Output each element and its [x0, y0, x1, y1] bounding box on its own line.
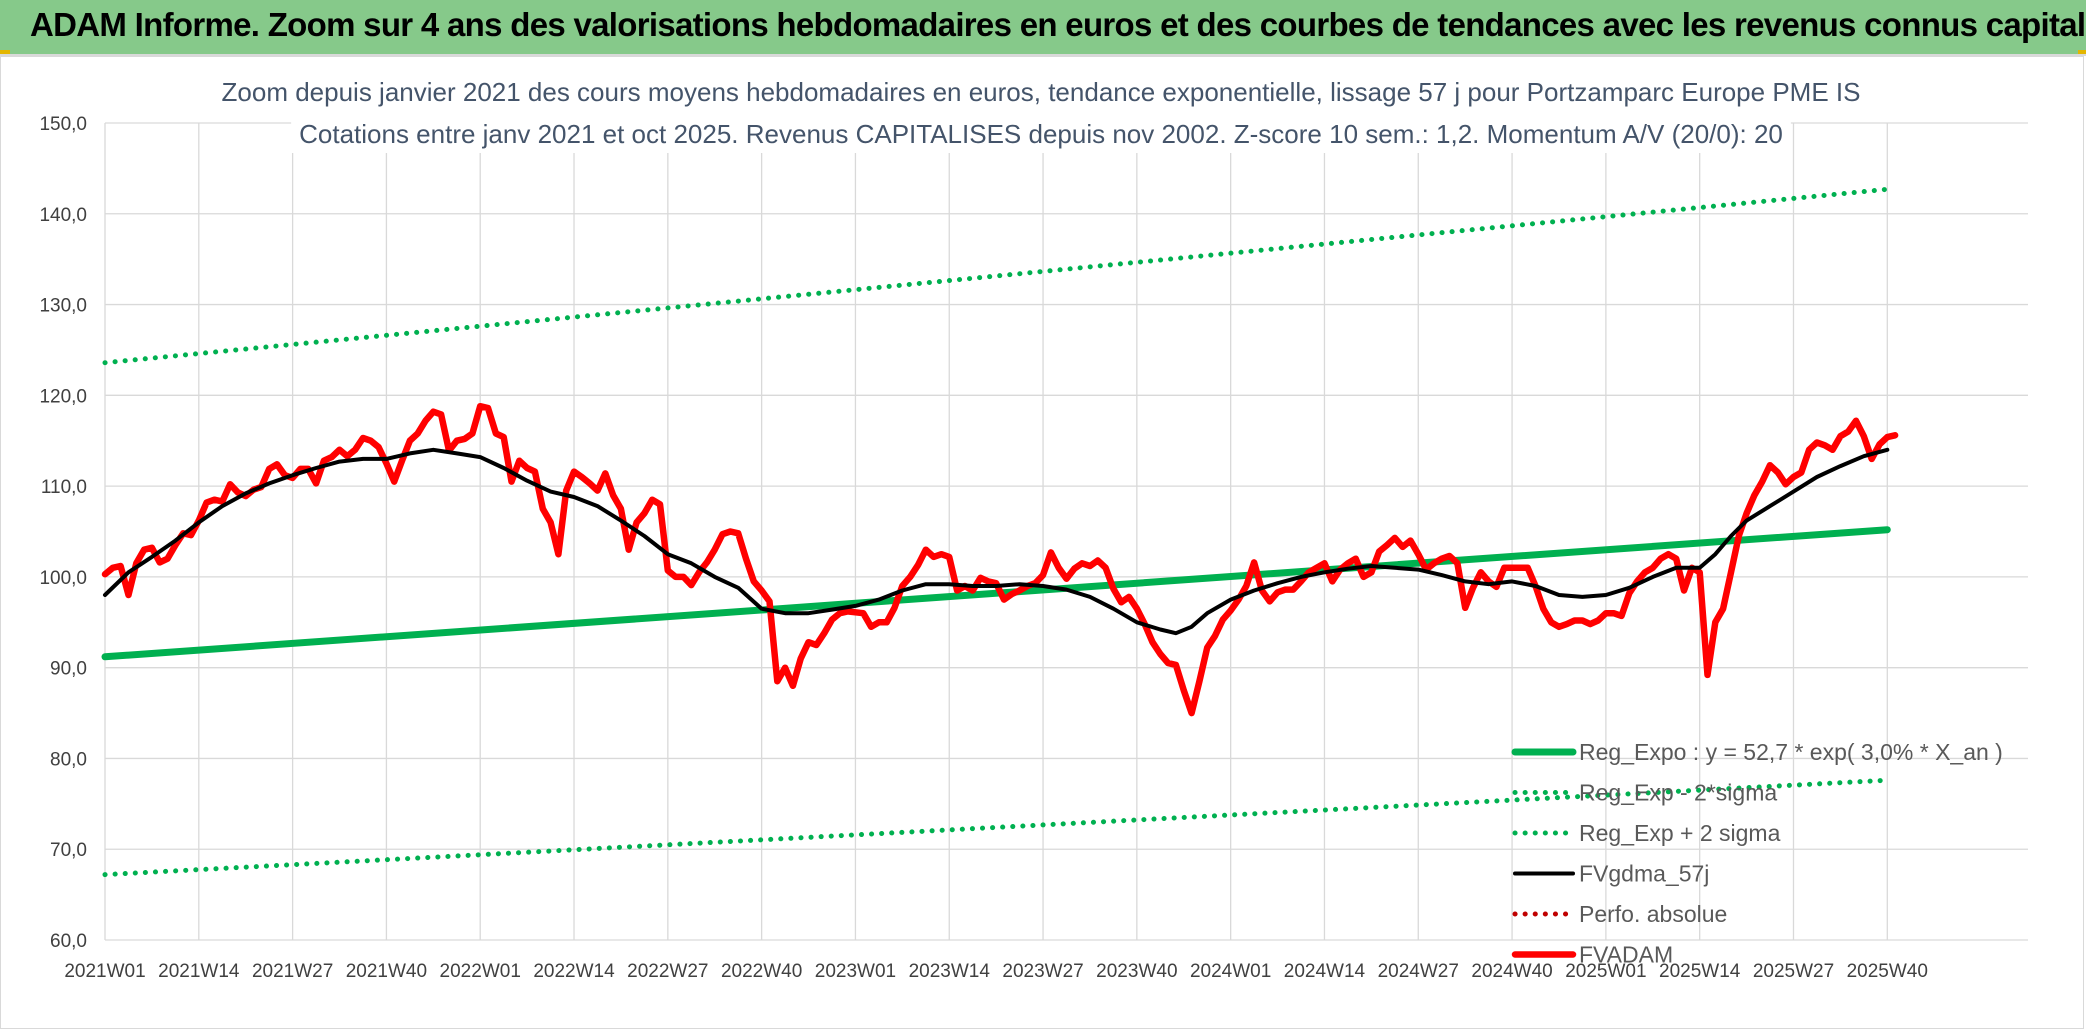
x-tick-label: 2021W01	[64, 961, 145, 982]
x-tick-label: 2022W27	[627, 961, 708, 982]
y-tick-label: 150,0	[39, 114, 87, 135]
legend-label-fvgdma-57j: FVgdma_57j	[1579, 861, 1709, 887]
x-tick-label: 2025W01	[1565, 961, 1646, 982]
header-banner: ADAM Informe. Zoom sur 4 ans des valoris…	[0, 0, 2086, 56]
x-tick-label: 2024W14	[1284, 961, 1366, 982]
chart-frame: Zoom depuis janvier 2021 des cours moyen…	[0, 56, 2084, 1029]
x-tick-label: 2025W14	[1659, 961, 1741, 982]
tick-layer: 60,0 70,0 80,0 90,0 100,0 110,0 120,0 130,0 140,…	[39, 114, 1928, 982]
corner-accent-right	[2078, 50, 2086, 54]
reg-exp-plus-2sigma-line	[102, 186, 1890, 366]
x-tick-label: 2025W40	[1847, 961, 1928, 982]
x-tick-label: 2025W27	[1753, 961, 1834, 982]
chart-title-bg	[291, 113, 1791, 153]
legend-label-reg-expo: Reg_Expo : y = 52,7 * exp( 3,0% * X_an )	[1579, 739, 2003, 765]
y-tick-label: 80,0	[50, 749, 87, 770]
grid-layer	[104, 122, 2028, 941]
y-tick-label: 130,0	[39, 296, 87, 317]
y-tick-label: 60,0	[50, 931, 87, 952]
y-tick-label: 120,0	[39, 386, 87, 407]
fvgdma-57j-line	[103, 447, 1890, 636]
x-tick-label: 2021W40	[346, 961, 427, 982]
chart-title-line: Zoom depuis janvier 2021 des cours moyen…	[222, 77, 1861, 107]
x-tick-label: 2023W14	[909, 961, 991, 982]
y-tick-label: 140,0	[39, 205, 87, 226]
legend-label-reg-exp-minus-2sigma: Reg_Exp - 2*sigma	[1579, 780, 1777, 806]
x-tick-label: 2022W14	[533, 961, 615, 982]
reg-expo-line	[101, 526, 1891, 661]
y-tick-label: 110,0	[41, 477, 87, 498]
corner-accent-left	[0, 50, 10, 54]
legend-label-fvadam: FVADAM	[1579, 942, 1673, 968]
x-tick-label: 2021W27	[252, 961, 333, 982]
y-tick-label: 100,0	[39, 568, 87, 589]
chart-title-line: Cotations entre janv 2021 et oct 2025. R…	[299, 119, 1783, 149]
x-tick-label: 2021W14	[158, 961, 240, 982]
fvadam-line	[101, 402, 1899, 717]
x-tick-label: 2023W01	[815, 961, 896, 982]
y-tick-label: 90,0	[50, 659, 87, 680]
banner-title: ADAM Informe. Zoom sur 4 ans des valoris…	[30, 6, 2086, 43]
chart-area: Zoom depuis janvier 2021 des cours moyen…	[39, 71, 2028, 982]
y-tick-label: 70,0	[50, 840, 87, 861]
x-tick-label: 2023W40	[1096, 961, 1177, 982]
x-tick-label: 2023W27	[1002, 961, 1083, 982]
x-tick-label: 2022W40	[721, 961, 802, 982]
chart-title-group: Zoom depuis janvier 2021 des cours moyen…	[213, 71, 1869, 153]
chart-title-bg	[213, 71, 1869, 111]
legend-label-reg-exp-plus-2sigma: Reg_Exp + 2 sigma	[1579, 820, 1781, 846]
x-tick-label: 2024W27	[1378, 961, 1459, 982]
series-layer	[101, 186, 1899, 878]
legend: Reg_Expo : y = 52,7 * exp( 3,0% * X_an )…	[1511, 739, 2003, 968]
x-tick-label: 2024W01	[1190, 961, 1271, 982]
x-tick-label: 2024W40	[1471, 961, 1552, 982]
x-tick-label: 2022W01	[440, 961, 521, 982]
legend-label-perfo-absolue: Perfo. absolue	[1579, 901, 1727, 927]
